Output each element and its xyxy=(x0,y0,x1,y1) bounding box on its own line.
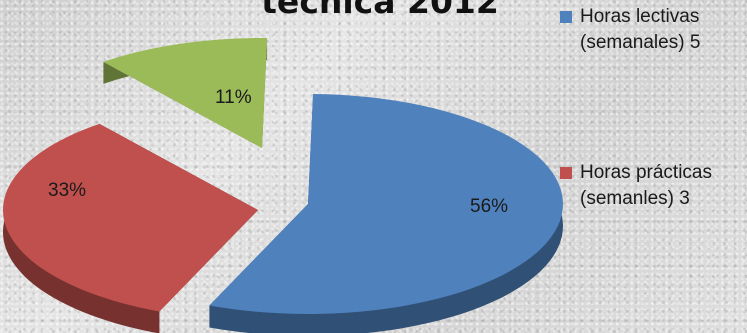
legend-swatch-red xyxy=(560,167,572,179)
pie-slice-otras xyxy=(103,38,268,148)
legend-label-horas-lectivas: Horas lectivas (semanales) 5 xyxy=(580,6,701,53)
chart-title: técnica 2012 xyxy=(261,0,499,21)
data-label-otras: 11% xyxy=(215,87,252,108)
legend-label-horas-practicas: Horas prácticas (semanles) 3 xyxy=(580,162,712,209)
pie-slice-lectivas xyxy=(209,94,564,314)
pie-slice-practicas xyxy=(2,123,258,312)
legend-item-horas-lectivas: Horas lectivas (semanales) 5 xyxy=(560,4,747,56)
legend-item-horas-practicas: Horas prácticas (semanles) 3 xyxy=(560,160,747,212)
data-label-practicas: 33% xyxy=(48,180,86,201)
legend-swatch-blue xyxy=(560,11,572,23)
data-label-lectivas: 56% xyxy=(470,196,508,217)
